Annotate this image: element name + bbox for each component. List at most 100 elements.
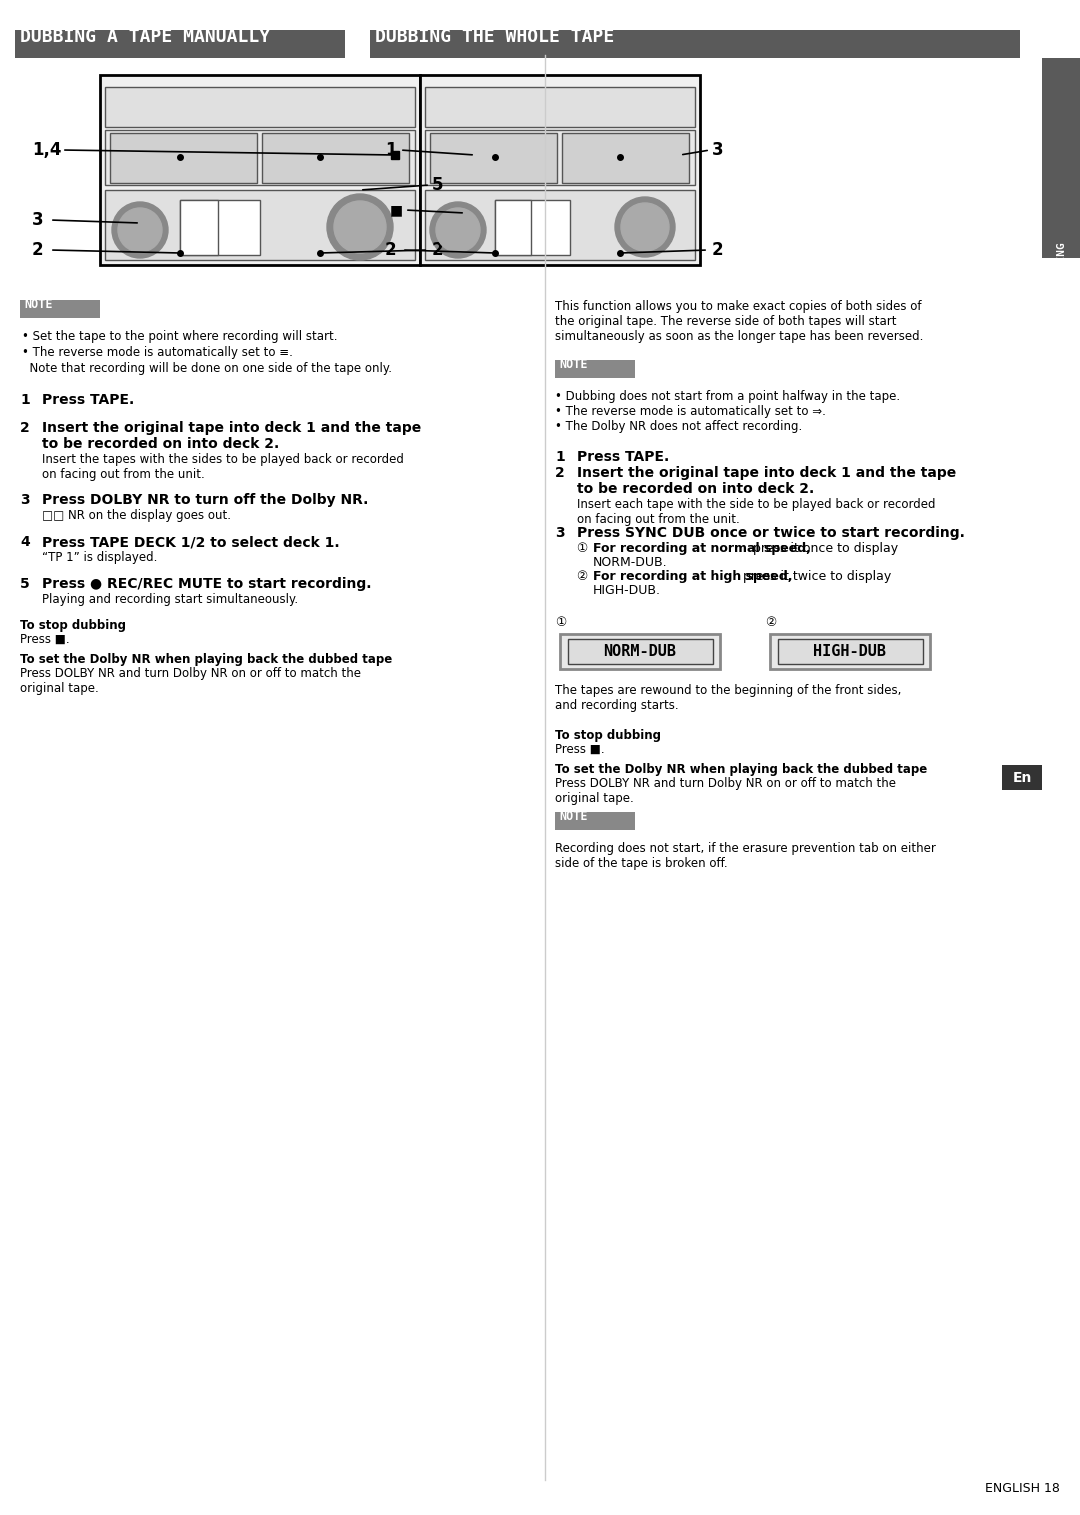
Bar [262, 133, 409, 183]
Circle shape [621, 203, 669, 251]
Bar [105, 189, 415, 261]
Text: 2: 2 [712, 241, 724, 259]
Circle shape [112, 201, 168, 258]
Bar [426, 86, 696, 127]
Text: This function allows you to make exact copies of both sides of
the original tape: This function allows you to make exact c… [555, 300, 923, 342]
Text: Press SYNC DUB once or twice to start recording.: Press SYNC DUB once or twice to start re… [577, 526, 964, 539]
Text: 3: 3 [21, 492, 29, 508]
Text: The tapes are rewound to the beginning of the front sides,
and recording starts.: The tapes are rewound to the beginning o… [555, 683, 902, 712]
Text: Playing and recording start simultaneously.: Playing and recording start simultaneous… [42, 592, 298, 606]
Text: ①: ① [555, 617, 566, 629]
Text: To stop dubbing: To stop dubbing [21, 620, 126, 632]
Bar [426, 130, 696, 185]
Text: • Set the tape to the point where recording will start.: • Set the tape to the point where record… [22, 330, 337, 342]
Text: 3: 3 [555, 526, 565, 539]
Circle shape [430, 201, 486, 258]
Bar [15, 30, 345, 58]
Text: 1,4: 1,4 [32, 141, 62, 159]
Text: For recording at high speed,: For recording at high speed, [593, 570, 793, 583]
Text: 1: 1 [21, 392, 30, 408]
Text: ②: ② [765, 617, 777, 629]
Text: 2: 2 [555, 467, 565, 480]
Text: DUBBING THE WHOLE TAPE: DUBBING THE WHOLE TAPE [375, 27, 615, 45]
Text: Press TAPE.: Press TAPE. [577, 450, 670, 464]
Text: To set the Dolby NR when playing back the dubbed tape: To set the Dolby NR when playing back th… [21, 653, 392, 667]
Text: RECORDING: RECORDING [1056, 241, 1066, 303]
Text: 5: 5 [432, 176, 444, 194]
Text: HIGH-DUB.: HIGH-DUB. [593, 583, 661, 597]
Text: To set the Dolby NR when playing back the dubbed tape: To set the Dolby NR when playing back th… [555, 764, 928, 776]
Circle shape [118, 208, 162, 251]
Text: NORM-DUB: NORM-DUB [604, 644, 676, 659]
Text: □□ NR on the display goes out.: □□ NR on the display goes out. [42, 509, 231, 523]
Bar [1042, 58, 1080, 258]
Text: ENGLISH 18: ENGLISH 18 [985, 1482, 1059, 1495]
Text: To stop dubbing: To stop dubbing [555, 729, 661, 742]
Text: Insert the original tape into deck 1 and the tape
to be recorded on into deck 2.: Insert the original tape into deck 1 and… [577, 467, 956, 497]
Text: • The reverse mode is automatically set to ⇒.: • The reverse mode is automatically set … [555, 405, 826, 418]
Circle shape [334, 201, 386, 253]
Bar [1002, 765, 1042, 789]
Text: Press ■.: Press ■. [21, 633, 69, 645]
Text: press it twice to display: press it twice to display [739, 570, 891, 583]
Circle shape [615, 197, 675, 258]
Text: • Dubbing does not start from a point halfway in the tape.: • Dubbing does not start from a point ha… [555, 389, 900, 403]
Text: Recording does not start, if the erasure prevention tab on either
side of the ta: Recording does not start, if the erasure… [555, 842, 936, 870]
Text: NOTE: NOTE [559, 358, 588, 371]
Bar [426, 189, 696, 261]
Text: 5: 5 [21, 577, 30, 591]
Bar [568, 639, 713, 664]
Bar [105, 86, 415, 127]
Text: ■: ■ [390, 203, 403, 217]
Text: ②: ② [577, 570, 592, 583]
Bar [110, 133, 257, 183]
Text: Note that recording will be done on one side of the tape only.: Note that recording will be done on one … [22, 362, 392, 376]
Text: Insert each tape with the side to be played back or recorded
on facing out from : Insert each tape with the side to be pla… [577, 498, 935, 526]
Text: ①: ① [577, 542, 592, 554]
Text: Press ■.: Press ■. [555, 742, 605, 756]
Bar [370, 30, 1020, 58]
Text: Press TAPE DECK 1/2 to select deck 1.: Press TAPE DECK 1/2 to select deck 1. [42, 535, 339, 548]
Circle shape [327, 194, 393, 261]
Text: Press DOLBY NR and turn Dolby NR on or off to match the
original tape.: Press DOLBY NR and turn Dolby NR on or o… [555, 777, 896, 804]
Text: Insert the tapes with the sides to be played back or recorded
on facing out from: Insert the tapes with the sides to be pl… [42, 453, 404, 480]
Bar [420, 76, 700, 265]
Text: press it once to display: press it once to display [750, 542, 899, 554]
Bar [180, 200, 218, 255]
Bar [430, 133, 557, 183]
Bar [495, 200, 531, 255]
Text: Press ● REC/REC MUTE to start recording.: Press ● REC/REC MUTE to start recording. [42, 577, 372, 591]
Bar [555, 812, 635, 830]
Bar [770, 633, 930, 670]
Text: 1: 1 [384, 141, 396, 159]
Text: Press DOLBY NR to turn off the Dolby NR.: Press DOLBY NR to turn off the Dolby NR. [42, 492, 368, 508]
Text: “TP 1” is displayed.: “TP 1” is displayed. [42, 551, 158, 564]
Bar [21, 300, 100, 318]
Text: 2: 2 [432, 241, 444, 259]
Text: 2: 2 [32, 241, 43, 259]
Text: NOTE: NOTE [559, 809, 588, 823]
Text: 1: 1 [555, 450, 565, 464]
Text: 2: 2 [384, 241, 396, 259]
Bar [561, 633, 720, 670]
Text: For recording at normal speed,: For recording at normal speed, [593, 542, 811, 554]
Text: Press TAPE.: Press TAPE. [42, 392, 134, 408]
Bar [778, 639, 923, 664]
Text: • The reverse mode is automatically set to ≡.: • The reverse mode is automatically set … [22, 345, 293, 359]
Bar [562, 133, 689, 183]
Text: Press DOLBY NR and turn Dolby NR on or off to match the
original tape.: Press DOLBY NR and turn Dolby NR on or o… [21, 667, 361, 695]
Text: DUBBING A TAPE MANUALLY: DUBBING A TAPE MANUALLY [21, 27, 270, 45]
Text: 2: 2 [21, 421, 30, 435]
Circle shape [436, 208, 480, 251]
Bar [100, 76, 420, 265]
Text: NORM-DUB.: NORM-DUB. [593, 556, 667, 570]
Text: • The Dolby NR does not affect recording.: • The Dolby NR does not affect recording… [555, 420, 802, 433]
Text: HIGH-DUB: HIGH-DUB [813, 644, 887, 659]
Text: En: En [1012, 771, 1031, 785]
Text: NOTE: NOTE [24, 297, 53, 311]
Bar [555, 361, 635, 379]
Text: Insert the original tape into deck 1 and the tape
to be recorded on into deck 2.: Insert the original tape into deck 1 and… [42, 421, 421, 451]
Text: 3: 3 [32, 211, 43, 229]
Bar [495, 200, 570, 255]
Bar [180, 200, 260, 255]
